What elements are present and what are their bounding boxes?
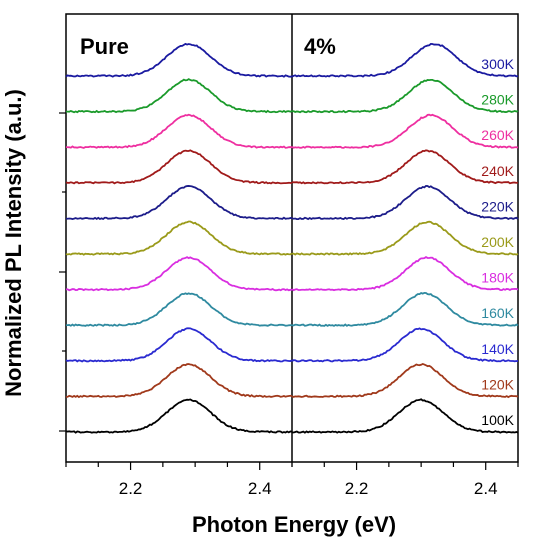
x-tick-label: 2.2 <box>345 479 369 498</box>
curve-220K-4pct <box>291 184 519 221</box>
series-label-200K: 200K <box>481 234 514 250</box>
curve-160K-4pct <box>291 291 519 327</box>
series-label-140K: 140K <box>481 341 514 357</box>
series-label-180K: 180K <box>481 270 514 286</box>
curve-260K-4pct <box>291 113 519 149</box>
series-label-260K: 260K <box>481 127 514 143</box>
y-axis-label: Normalized PL Intensity (a.u.) <box>1 89 26 397</box>
curve-140K-pure <box>65 327 293 363</box>
series-label-220K: 220K <box>481 198 514 214</box>
curve-280K-pure <box>65 78 293 114</box>
curve-180K-pure <box>65 256 293 292</box>
curve-140K-4pct <box>291 327 519 363</box>
curve-240K-4pct <box>291 149 519 185</box>
x-tick-label: 2.4 <box>248 479 272 498</box>
series-label-120K: 120K <box>481 376 514 392</box>
curve-120K-4pct <box>291 362 519 399</box>
curve-220K-pure <box>65 185 293 220</box>
spectra-curves <box>65 42 519 434</box>
curve-180K-4pct <box>291 256 519 292</box>
curve-120K-pure <box>65 363 293 399</box>
curve-200K-4pct <box>291 220 519 256</box>
x-tick-label: 2.2 <box>119 479 143 498</box>
curve-100K-pure <box>65 398 293 434</box>
axis-ticks: 2.2 2.4 2.2 2.4 <box>59 112 519 498</box>
series-label-300K: 300K <box>481 56 514 72</box>
curve-200K-pure <box>65 220 293 256</box>
panel-label-pure: Pure <box>80 34 129 59</box>
panel-label-4pct: 4% <box>304 34 336 59</box>
series-label-160K: 160K <box>481 305 514 321</box>
series-labels: 100K 120K 140K 160K 180K 200K 220K 240K 260K 280K… <box>481 56 514 428</box>
curve-240K-pure <box>65 149 293 185</box>
x-axis-label: Photon Energy (eV) <box>192 512 397 537</box>
curve-160K-pure <box>65 292 293 327</box>
curve-260K-pure <box>65 113 293 149</box>
x-tick-label: 2.4 <box>474 479 498 498</box>
curve-300K-4pct <box>291 42 519 78</box>
curve-280K-4pct <box>291 78 519 114</box>
series-label-280K: 280K <box>481 92 514 108</box>
series-label-240K: 240K <box>481 163 514 179</box>
curve-100K-4pct <box>291 398 519 434</box>
curve-300K-pure <box>65 42 293 78</box>
series-label-100K: 100K <box>481 412 514 428</box>
